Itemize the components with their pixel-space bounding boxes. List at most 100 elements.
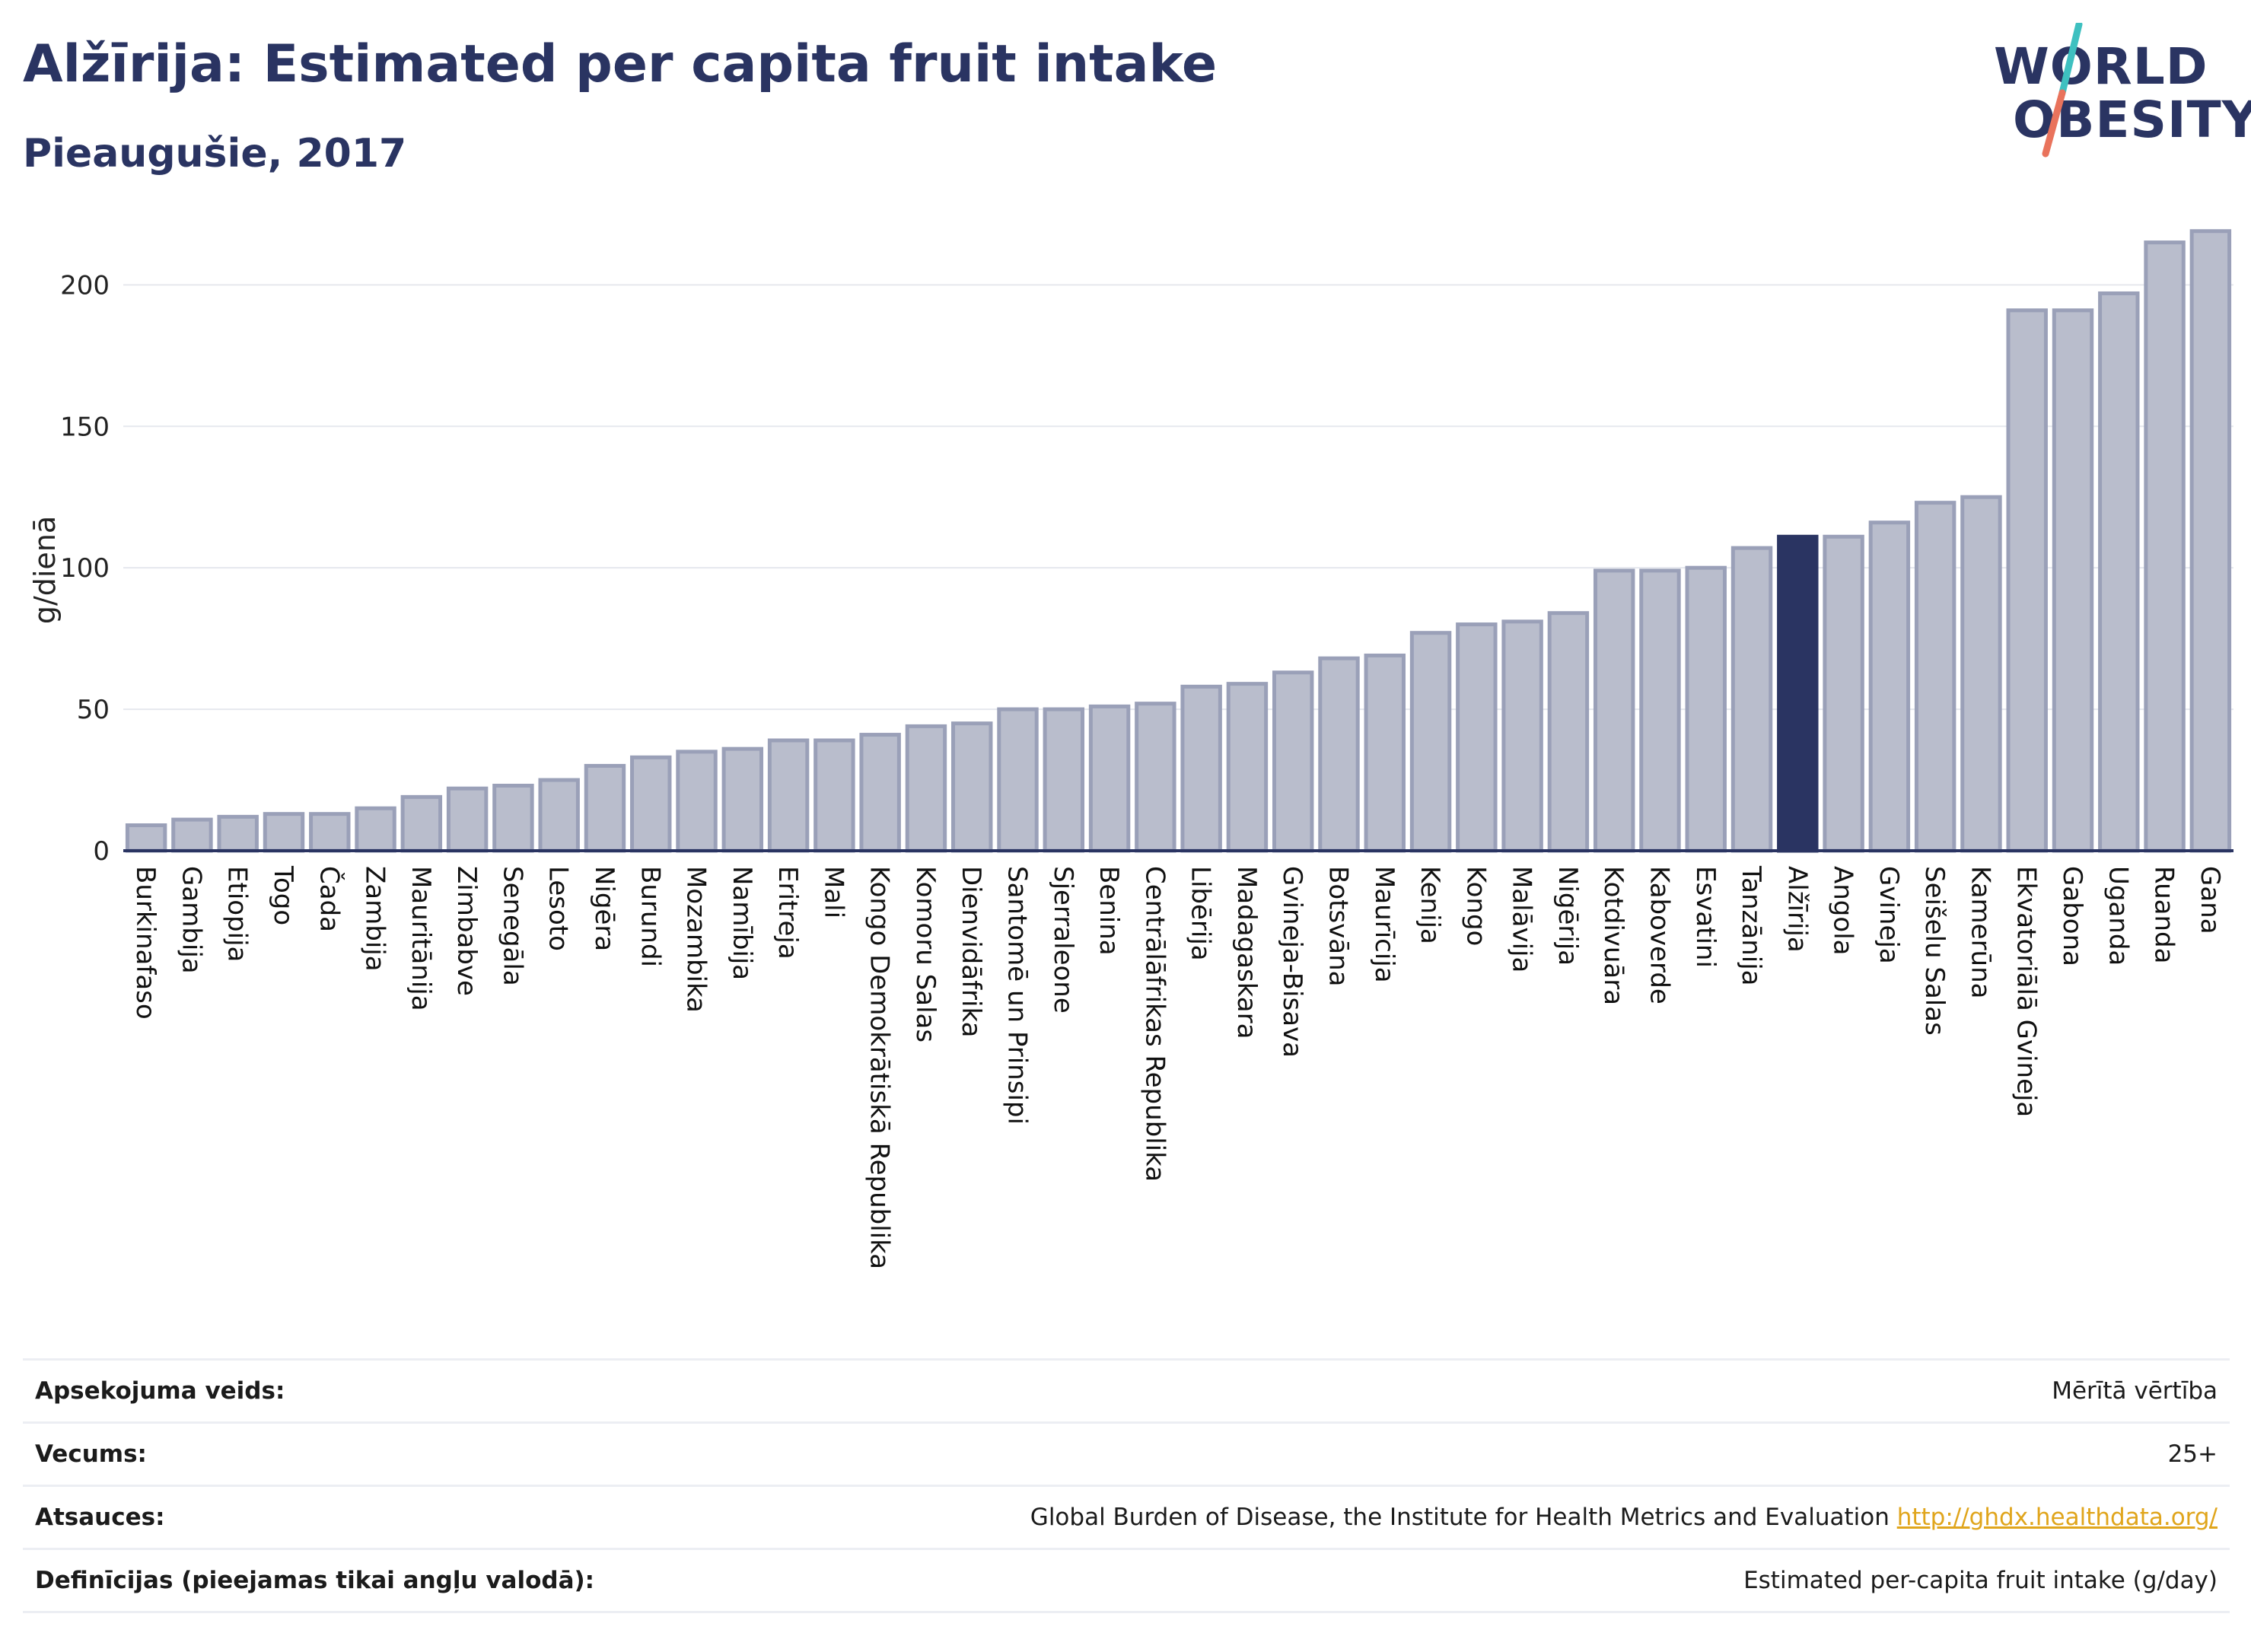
x-tick-label: Burkinafaso bbox=[130, 866, 161, 1020]
bar bbox=[630, 755, 672, 853]
x-tick-label: Gvineja bbox=[1874, 866, 1904, 964]
x-tick-label: Lesoto bbox=[543, 866, 574, 951]
x-tick-label: Nigērija bbox=[1552, 866, 1583, 966]
x-tick-label: Mauritānija bbox=[406, 866, 436, 1011]
x-tick-label: Eritreja bbox=[772, 866, 803, 960]
footer-row-definitions: Definīcijas (pieejamas tikai angļu valod… bbox=[23, 1550, 2230, 1613]
bar bbox=[1823, 534, 1864, 853]
bar bbox=[2189, 229, 2232, 853]
page-title: Alžīrija: Estimated per capita fruit int… bbox=[23, 34, 1218, 94]
x-tick-label: Libērija bbox=[1186, 866, 1216, 961]
bar bbox=[309, 812, 351, 853]
x-tick-label: Angola bbox=[1828, 866, 1858, 955]
x-tick-label: Zambija bbox=[360, 866, 390, 972]
bar bbox=[1272, 670, 1314, 853]
x-tick-label: Kongo Demokrātiskā Republika bbox=[864, 866, 895, 1269]
x-tick-label: Dienvidāfrika bbox=[956, 866, 986, 1037]
bar bbox=[446, 786, 489, 853]
bar bbox=[997, 707, 1039, 853]
bar bbox=[905, 724, 947, 853]
bar bbox=[355, 806, 396, 853]
bar bbox=[1409, 631, 1452, 853]
bar bbox=[813, 738, 855, 853]
bar bbox=[1135, 702, 1176, 853]
metadata-table: Apsekojuma veids: Mērītā vērtība Vecums:… bbox=[23, 1358, 2230, 1613]
x-tick-label: Etiopija bbox=[222, 866, 253, 962]
page-subtitle: Pieaugušie, 2017 bbox=[23, 131, 407, 177]
bar bbox=[2052, 308, 2094, 853]
bar bbox=[263, 812, 305, 853]
footer-row-references: Atsauces: Global Burden of Disease, the … bbox=[23, 1487, 2230, 1550]
reference-text: Global Burden of Disease, the Institute … bbox=[1030, 1504, 1890, 1531]
bar bbox=[584, 763, 626, 853]
bar bbox=[1364, 653, 1406, 853]
x-tick-label: Senegāla bbox=[497, 866, 527, 986]
y-tick-label: 0 bbox=[93, 836, 110, 867]
footer-value: 25+ bbox=[2167, 1440, 2218, 1468]
x-tick-label: Nigēra bbox=[589, 866, 619, 951]
x-tick-label: Benina bbox=[1094, 866, 1124, 956]
x-tick-label: Gambija bbox=[176, 866, 206, 974]
bar bbox=[1914, 501, 1956, 853]
logo-slash-icon bbox=[2042, 23, 2083, 158]
x-tick-label: Maurīcija bbox=[1369, 866, 1399, 983]
bar bbox=[676, 750, 718, 853]
x-tick-label: Kenija bbox=[1415, 866, 1445, 944]
y-tick-label: 150 bbox=[60, 412, 110, 442]
x-tick-label: Esvatini bbox=[1690, 866, 1721, 968]
bar bbox=[2098, 291, 2140, 853]
bar bbox=[1960, 495, 2002, 853]
bar bbox=[1501, 619, 1543, 853]
y-tick-label: 50 bbox=[77, 695, 110, 725]
x-tick-label: Ekvatoriālā Gvineja bbox=[2011, 866, 2042, 1117]
bar bbox=[1043, 707, 1085, 853]
x-tick-label: Gana bbox=[2195, 866, 2225, 934]
x-tick-label: Gvineja-Bisava bbox=[1277, 866, 1307, 1058]
x-tick-label: Togo bbox=[268, 865, 298, 925]
x-tick-label: Čada bbox=[314, 866, 345, 932]
x-tick-label: Gabona bbox=[2057, 866, 2087, 966]
bar-chart: 0 50 100 150 200 g/dienā Burkinafaso Gambija Eti… bbox=[28, 229, 2233, 1269]
world-obesity-logo: WORLD OBESITY bbox=[1979, 23, 2251, 160]
x-tick-label: Madagaskara bbox=[1231, 866, 1262, 1039]
bar bbox=[217, 814, 259, 853]
bar bbox=[2144, 240, 2186, 853]
y-tick-label: 100 bbox=[60, 553, 110, 584]
bar bbox=[1639, 568, 1681, 853]
x-tick-label: Sjerraleone bbox=[1048, 866, 1078, 1014]
bar bbox=[125, 823, 167, 853]
bar bbox=[1318, 656, 1360, 853]
footer-value: Mērītā vērtība bbox=[2052, 1377, 2218, 1405]
x-tick-label: Zimbabve bbox=[451, 866, 482, 996]
bar bbox=[767, 738, 810, 853]
reference-link[interactable]: http://ghdx.healthdata.org/ bbox=[1896, 1504, 2218, 1531]
footer-label: Definīcijas (pieejamas tikai angļu valod… bbox=[35, 1567, 595, 1594]
x-tick-label: Uganda bbox=[2103, 866, 2133, 966]
bar bbox=[1088, 704, 1131, 853]
x-tick-label: Ruanda bbox=[2149, 866, 2179, 963]
x-tick-label: Burundi bbox=[635, 866, 665, 967]
bar bbox=[951, 721, 993, 853]
bar bbox=[1456, 622, 1498, 853]
bar bbox=[1180, 684, 1222, 853]
bar bbox=[1593, 568, 1635, 853]
x-tick-label: Mali bbox=[818, 866, 849, 918]
x-tick-label: Mozambika bbox=[681, 866, 712, 1013]
x-tick-label: Komoru Salas bbox=[910, 866, 941, 1042]
x-tick-label: Seišelu Salas bbox=[1919, 866, 1950, 1036]
footer-value: Global Burden of Disease, the Institute … bbox=[1030, 1504, 2218, 1531]
x-tick-label: Namībija bbox=[727, 866, 757, 980]
bar bbox=[2006, 308, 2048, 853]
footer-label: Apsekojuma veids: bbox=[35, 1377, 285, 1405]
bar bbox=[171, 817, 213, 853]
bar bbox=[1730, 546, 1773, 853]
x-tick-label: Kamerūna bbox=[1965, 866, 1995, 998]
bar bbox=[721, 746, 764, 853]
bar bbox=[1226, 682, 1269, 853]
y-tick-label: 200 bbox=[60, 270, 110, 301]
footer-label: Atsauces: bbox=[35, 1504, 165, 1531]
bar bbox=[859, 733, 901, 853]
x-tick-label: Santomē un Prinsipi bbox=[1002, 866, 1033, 1125]
x-tick-label: Malāvija bbox=[1507, 866, 1537, 972]
bar bbox=[400, 794, 443, 853]
